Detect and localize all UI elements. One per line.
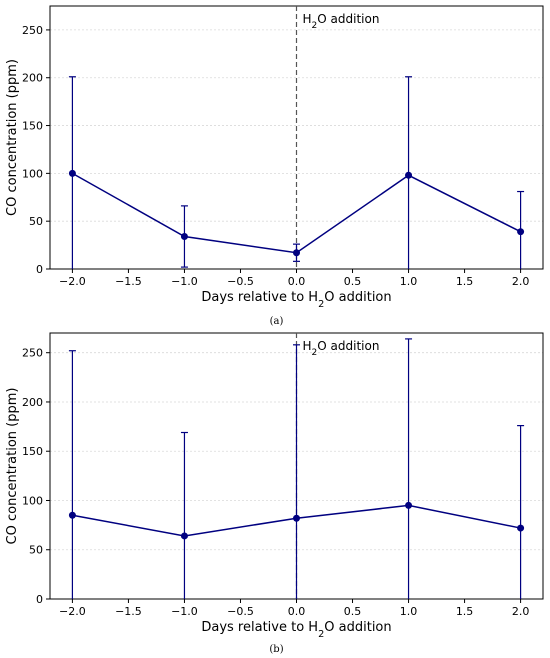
y-tick-label: 50: [29, 544, 43, 557]
data-point: [405, 171, 413, 179]
y-axis-label: CO concentration (ppm): [5, 59, 20, 216]
x-tick-label: −2.0: [59, 605, 86, 618]
x-tick-label: −0.5: [227, 275, 254, 288]
data-point: [405, 501, 413, 509]
panel-caption: (b): [269, 644, 283, 655]
x-axis-label: Days relative to H2O addition: [201, 290, 391, 310]
x-tick-label: 2.0: [512, 605, 530, 618]
x-tick-label: 1.0: [400, 605, 418, 618]
x-tick-label: −1.0: [171, 605, 198, 618]
h2o-addition-label: H2O addition: [303, 12, 380, 31]
x-tick-label: −2.0: [59, 275, 86, 288]
x-tick-label: 0.0: [288, 275, 306, 288]
x-tick-label: 0.5: [344, 605, 362, 618]
y-tick-label: 250: [22, 24, 43, 37]
y-tick-label: 250: [22, 347, 43, 360]
y-axis-label: CO concentration (ppm): [5, 388, 20, 545]
data-point: [517, 228, 525, 236]
data-point: [180, 532, 188, 540]
y-tick-label: 0: [36, 263, 43, 276]
y-tick-label: 150: [22, 445, 43, 458]
data-point: [293, 249, 300, 257]
x-tick-label: 1.5: [456, 275, 474, 288]
y-tick-label: 100: [22, 167, 43, 180]
y-tick-label: 200: [22, 396, 43, 409]
y-tick-label: 200: [22, 72, 43, 85]
y-tick-label: 150: [22, 120, 43, 133]
y-tick-label: 50: [29, 215, 43, 228]
data-point: [68, 169, 76, 177]
h2o-addition-label: H2O addition: [303, 339, 380, 358]
x-axis-label: Days relative to H2O addition: [201, 620, 391, 640]
panel-caption: (a): [270, 316, 284, 327]
data-point: [517, 524, 525, 532]
x-tick-label: 1.0: [400, 275, 418, 288]
chart-panel-b: 0 50 100 150 200 250 −2.0 −1.5 −1.0 −0.5 0.0 0.5 1.0…: [5, 332, 544, 655]
x-tick-label: 0.0: [288, 605, 306, 618]
x-tick-label: 2.0: [512, 275, 530, 288]
x-tick-label: 1.5: [456, 605, 474, 618]
data-point: [180, 232, 188, 240]
x-tick-label: −1.0: [171, 275, 198, 288]
x-tick-label: −1.5: [115, 605, 142, 618]
data-point: [68, 511, 76, 519]
chart-panel-a: 0 50 100 150 200 250 −2.0 −1.5 −1.0 −0.5 0.0 0.5 1.0…: [5, 5, 544, 327]
x-tick-label: −1.5: [115, 275, 142, 288]
y-tick-label: 100: [22, 494, 43, 507]
x-tick-label: −0.5: [227, 605, 254, 618]
data-point: [293, 514, 300, 522]
y-tick-label: 0: [36, 593, 43, 606]
x-tick-label: 0.5: [344, 275, 362, 288]
